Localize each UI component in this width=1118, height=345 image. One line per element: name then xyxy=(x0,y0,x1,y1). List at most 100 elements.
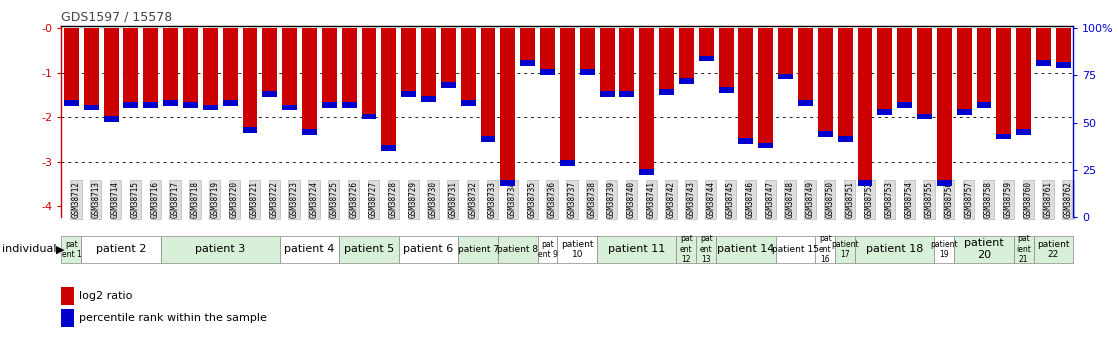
Bar xyxy=(123,102,139,108)
Bar xyxy=(1036,60,1051,66)
Text: GSM38738: GSM38738 xyxy=(587,181,596,218)
Bar xyxy=(1055,28,1071,68)
Bar xyxy=(719,28,733,93)
Text: log2 ratio: log2 ratio xyxy=(79,291,133,301)
FancyBboxPatch shape xyxy=(815,236,835,263)
Text: GSM38720: GSM38720 xyxy=(230,181,239,218)
Text: GSM38724: GSM38724 xyxy=(310,181,319,218)
Bar xyxy=(183,102,198,108)
FancyBboxPatch shape xyxy=(776,236,815,263)
FancyBboxPatch shape xyxy=(717,236,776,263)
Bar xyxy=(381,28,396,150)
Text: patient
20: patient 20 xyxy=(964,238,1004,260)
Text: GSM38750: GSM38750 xyxy=(825,181,834,218)
Text: GSM38747: GSM38747 xyxy=(766,181,775,218)
Bar xyxy=(123,28,139,108)
Bar xyxy=(540,28,555,75)
Text: patient 4: patient 4 xyxy=(284,244,334,254)
Text: GSM38727: GSM38727 xyxy=(369,181,378,218)
Bar xyxy=(679,78,694,84)
Bar xyxy=(739,138,754,144)
Bar xyxy=(263,28,277,97)
Bar xyxy=(84,28,98,110)
Text: GSM38758: GSM38758 xyxy=(984,181,993,218)
Bar xyxy=(937,28,951,186)
Bar xyxy=(818,131,833,137)
Bar xyxy=(461,100,475,106)
Bar xyxy=(401,28,416,97)
Bar xyxy=(381,145,396,150)
Text: GSM38719: GSM38719 xyxy=(210,181,219,218)
Bar xyxy=(222,100,237,106)
Text: GSM38759: GSM38759 xyxy=(1004,181,1013,218)
Text: GSM38739: GSM38739 xyxy=(607,181,616,218)
FancyBboxPatch shape xyxy=(538,236,558,263)
Text: GSM38728: GSM38728 xyxy=(389,181,398,218)
FancyBboxPatch shape xyxy=(676,236,697,263)
Bar xyxy=(104,28,119,122)
Bar xyxy=(996,134,1012,139)
Text: GSM38754: GSM38754 xyxy=(904,181,913,218)
Text: GSM38713: GSM38713 xyxy=(92,181,101,218)
Bar xyxy=(64,100,79,106)
Bar xyxy=(481,136,495,142)
Text: patient 7: patient 7 xyxy=(457,245,499,254)
Bar xyxy=(837,28,853,142)
Bar xyxy=(1016,28,1031,135)
Bar xyxy=(858,180,872,186)
Text: GSM38715: GSM38715 xyxy=(131,181,140,218)
Bar xyxy=(619,91,634,97)
Text: GSM38756: GSM38756 xyxy=(945,181,954,218)
Text: ▶: ▶ xyxy=(56,245,65,254)
Bar xyxy=(837,136,853,142)
Bar xyxy=(440,82,456,88)
Text: GSM38712: GSM38712 xyxy=(72,181,80,218)
Bar xyxy=(758,142,774,148)
Bar xyxy=(143,28,159,108)
Bar xyxy=(202,28,218,110)
Text: GSM38736: GSM38736 xyxy=(548,181,557,218)
Bar xyxy=(898,28,912,108)
Bar xyxy=(778,28,793,79)
Text: pat
ent 1: pat ent 1 xyxy=(61,239,82,259)
Text: patient 5: patient 5 xyxy=(344,244,395,254)
Text: GSM38718: GSM38718 xyxy=(190,181,199,218)
Text: GSM38752: GSM38752 xyxy=(865,181,874,218)
Bar xyxy=(540,69,555,75)
FancyBboxPatch shape xyxy=(399,236,458,263)
Bar xyxy=(976,102,992,108)
Bar xyxy=(798,100,813,106)
Text: GSM38726: GSM38726 xyxy=(349,181,358,218)
FancyBboxPatch shape xyxy=(1014,236,1034,263)
Bar xyxy=(322,28,337,108)
Text: patient 18: patient 18 xyxy=(866,244,923,254)
Text: GSM38729: GSM38729 xyxy=(409,181,418,218)
Text: GSM38757: GSM38757 xyxy=(964,181,973,218)
Text: GSM38734: GSM38734 xyxy=(508,181,517,218)
Bar xyxy=(798,28,813,106)
Bar xyxy=(520,28,536,66)
Bar xyxy=(719,87,733,93)
FancyBboxPatch shape xyxy=(82,236,161,263)
Bar xyxy=(222,28,237,106)
Bar xyxy=(282,28,297,110)
Bar xyxy=(619,28,634,97)
Text: patient 11: patient 11 xyxy=(608,244,665,254)
Text: GSM38722: GSM38722 xyxy=(269,181,278,218)
Text: patient
22: patient 22 xyxy=(1038,239,1070,259)
Text: GSM38733: GSM38733 xyxy=(489,181,498,218)
Text: GSM38751: GSM38751 xyxy=(845,181,854,218)
Bar xyxy=(84,105,98,110)
FancyBboxPatch shape xyxy=(597,236,676,263)
Bar xyxy=(957,28,972,115)
Bar xyxy=(104,116,119,122)
Text: GSM38737: GSM38737 xyxy=(567,181,577,218)
Text: pat
ient
21: pat ient 21 xyxy=(1016,234,1031,264)
Text: GSM38717: GSM38717 xyxy=(171,181,180,218)
Bar xyxy=(818,28,833,137)
Bar xyxy=(699,56,713,61)
FancyBboxPatch shape xyxy=(161,236,280,263)
Bar xyxy=(739,28,754,144)
FancyBboxPatch shape xyxy=(955,236,1014,263)
FancyBboxPatch shape xyxy=(458,236,498,263)
